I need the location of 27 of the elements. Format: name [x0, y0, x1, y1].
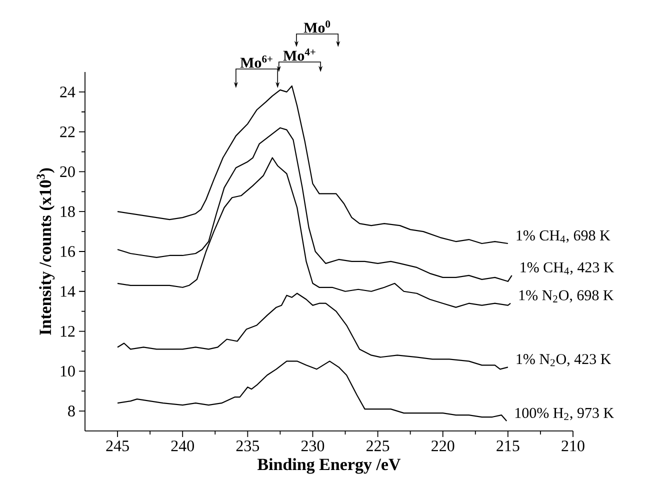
series-label: 1% CH$_{4}$, 423 K: [520, 262, 614, 275]
y-tick-label: 22: [60, 126, 75, 138]
x-tick-label: 235: [236, 440, 260, 452]
series-label: 1% N$_{2}$O, 423 K: [516, 354, 612, 366]
y-tick-label: 24: [60, 86, 76, 98]
x-tick-label: 245: [106, 440, 129, 452]
x-tick-label: 225: [366, 440, 390, 452]
y-tick-label: 8: [68, 406, 75, 416]
y-tick-label: 12: [60, 326, 75, 337]
x-tick-label: 230: [301, 440, 324, 452]
y-tick-label: 18: [60, 206, 75, 217]
y-tick-label: 16: [60, 246, 75, 257]
series-label: 1% CH$_{4}$, 698 K: [516, 230, 610, 243]
y-tick-label: 10: [60, 366, 75, 377]
y-tick-label: 14: [60, 286, 76, 297]
series-label: 1% N$_{2}$O, 698 K: [519, 290, 614, 302]
y-tick-label: 20: [60, 166, 75, 178]
x-axis-title: Binding Energy /eV: [257, 458, 401, 474]
text: Mo$^{0}$: [304, 20, 330, 33]
text: Mo$^{6+}$: [240, 55, 272, 68]
x-tick-label: 215: [496, 440, 520, 452]
x-tick-label: 220: [432, 440, 454, 452]
y-axis-title: Intensity /counts (x10$^{3}$): [36, 168, 55, 335]
x-tick-label: 240: [171, 440, 194, 452]
x-tick-label: 210: [562, 440, 584, 452]
text: Mo$^{4+}$: [283, 48, 316, 61]
series-label: 100% H$_{2}$, 973 K: [515, 408, 614, 420]
